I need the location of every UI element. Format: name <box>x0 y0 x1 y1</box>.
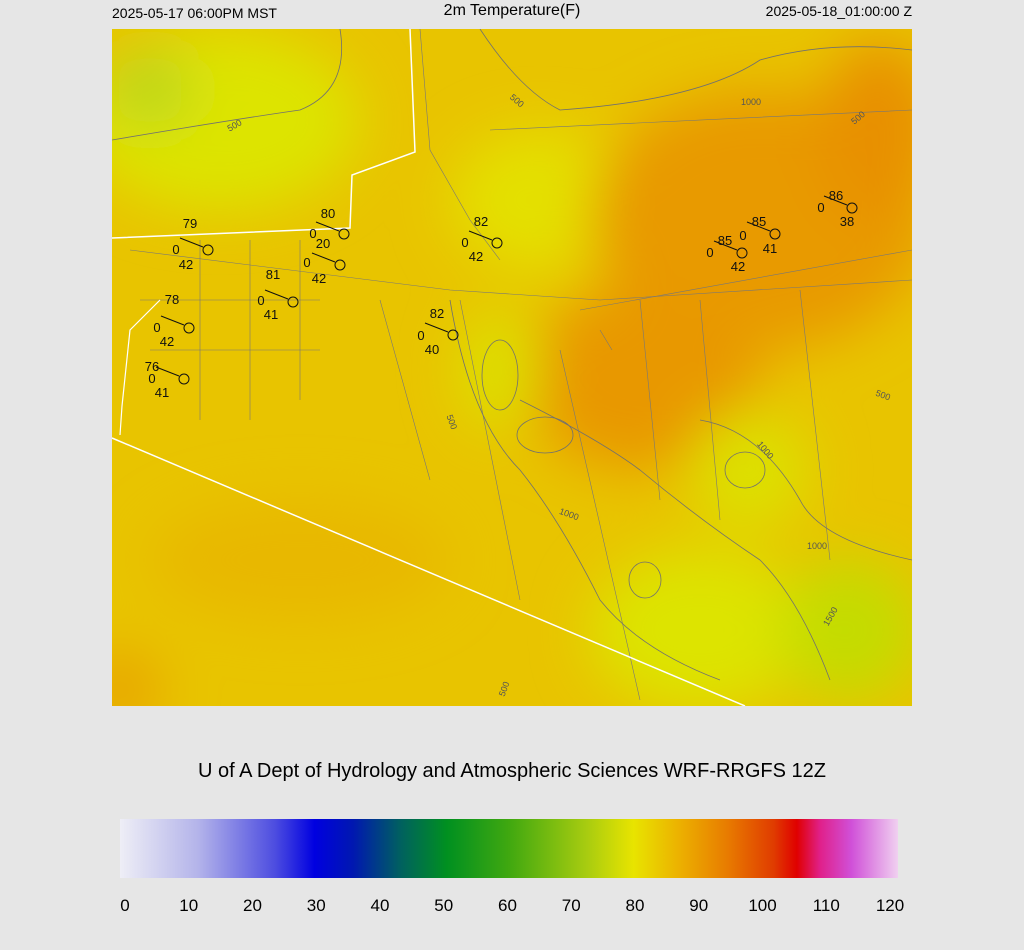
colorbar-tick-label: 100 <box>748 896 776 915</box>
header-right: 2025-05-18_01:00:00 Z <box>766 3 913 19</box>
station-dew: 40 <box>425 342 439 357</box>
station-circle <box>846 202 858 214</box>
station-dew: 42 <box>179 257 193 272</box>
colorbar-tick-label: 0 <box>120 896 129 915</box>
station-dew: 42 <box>731 259 745 274</box>
wind-barb <box>155 366 180 377</box>
station-circle <box>769 228 781 240</box>
station-wind: 0 <box>739 228 746 243</box>
colorbar-tick-label: 10 <box>179 896 198 915</box>
station-circle <box>736 247 748 259</box>
station-wind: 0 <box>817 200 824 215</box>
contour-label: 500 <box>874 388 892 403</box>
station-circle <box>447 329 459 341</box>
station-dew: 42 <box>469 249 483 264</box>
station-dew: 41 <box>763 241 777 256</box>
wind-barb <box>264 289 289 300</box>
colorbar-tick-label: 70 <box>562 896 581 915</box>
station-temp: 82 <box>474 214 488 229</box>
wind-barb <box>160 315 185 326</box>
contour-label: 500 <box>497 680 512 698</box>
station-circle <box>178 373 190 385</box>
station-circle <box>338 228 350 240</box>
temperature-field <box>112 29 912 706</box>
station-temp: 80 <box>321 206 335 221</box>
station-wind: 0 <box>706 245 713 260</box>
station-wind: 0 <box>417 328 424 343</box>
station-temp: 82 <box>430 306 444 321</box>
station-dew: 42 <box>312 271 326 286</box>
wind-barb <box>179 237 204 248</box>
contour-label: 1000 <box>741 97 761 107</box>
station-temp: 86 <box>829 188 843 203</box>
footer-credit: U of A Dept of Hydrology and Atmospheric… <box>198 760 826 782</box>
roads <box>129 29 912 701</box>
station-temp: 78 <box>165 292 179 307</box>
wind-barb <box>823 195 848 206</box>
colorbar-tick-label: 20 <box>243 896 262 915</box>
station-wind: 0 <box>257 293 264 308</box>
station-wind: 0 <box>153 320 160 335</box>
colorbar-tick-label: 90 <box>689 896 708 915</box>
station-dew: 20 <box>316 236 330 251</box>
colorbar-tick-label: 60 <box>498 896 517 915</box>
colorbar-ticks: 0 10 20 30 40 50 60 70 80 90 100 110 120 <box>120 896 904 915</box>
station-dew: 42 <box>160 334 174 349</box>
contour-label: 500 <box>445 413 460 431</box>
contour-label: 1000 <box>807 541 827 551</box>
wind-barb <box>311 252 336 263</box>
colorbar-tick-label: 50 <box>434 896 453 915</box>
header-title: 2m Temperature(F) <box>444 2 581 19</box>
station-temp: 85 <box>752 214 766 229</box>
wind-barb <box>424 322 449 333</box>
header-left: 2025-05-17 06:00PM MST <box>112 5 277 21</box>
station-wind: 0 <box>148 371 155 386</box>
contours <box>112 29 912 681</box>
station-dew: 38 <box>840 214 854 229</box>
station-circle <box>202 244 214 256</box>
station-temp: 76 <box>145 359 159 374</box>
colorbar-tick-label: 30 <box>307 896 326 915</box>
station-wind: 0 <box>309 226 316 241</box>
station-wind: 0 <box>303 255 310 270</box>
wind-barb <box>468 230 493 241</box>
station-circle <box>287 296 299 308</box>
colorbar-tick-label: 110 <box>813 896 840 915</box>
station-dew: 41 <box>264 307 278 322</box>
station-circle <box>491 237 503 249</box>
colorbar-tick-label: 120 <box>876 896 904 915</box>
station-wind: 0 <box>461 235 468 250</box>
station-circle <box>183 322 195 334</box>
station-wind: 0 <box>172 242 179 257</box>
station-circle <box>334 259 346 271</box>
station-dew: 41 <box>155 385 169 400</box>
station-temp: 79 <box>183 216 197 231</box>
wind-barb <box>746 221 771 232</box>
wind-barb <box>713 240 738 251</box>
station-temp: 85 <box>718 233 732 248</box>
colorbar <box>120 819 898 878</box>
colorbar-tick-label: 80 <box>626 896 645 915</box>
wind-barb <box>315 221 340 232</box>
station-temp: 81 <box>266 267 280 282</box>
colorbar-tick-label: 40 <box>371 896 390 915</box>
